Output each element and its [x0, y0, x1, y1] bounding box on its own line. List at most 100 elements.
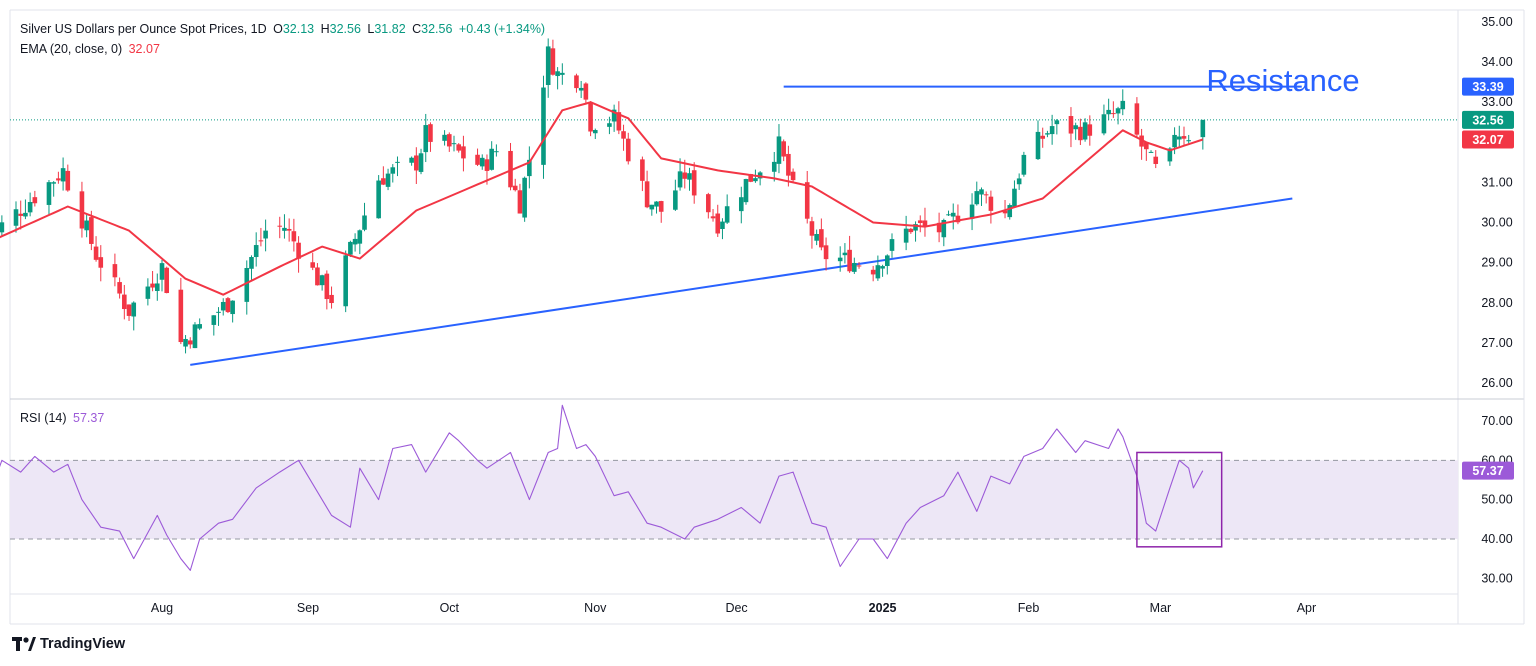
candle	[159, 259, 165, 292]
candle-body	[18, 213, 24, 216]
candle	[592, 128, 598, 140]
candle-body	[592, 130, 598, 134]
candle	[870, 265, 876, 282]
candle	[475, 148, 480, 167]
time-tick-label: Aug	[151, 601, 173, 615]
candle-body	[743, 179, 749, 203]
candle	[296, 236, 301, 273]
candle-body	[771, 161, 777, 172]
candle-body	[1002, 210, 1008, 214]
candle	[89, 210, 94, 251]
candle-body	[282, 227, 287, 231]
candle-body	[550, 48, 556, 75]
candle	[687, 167, 692, 191]
candle-body	[1144, 142, 1149, 150]
candle-body	[178, 289, 184, 343]
candle-body	[225, 298, 231, 313]
rsi-legend[interactable]: RSI (14) 57.37	[20, 411, 107, 425]
candle	[720, 218, 725, 240]
candle-body	[616, 112, 622, 131]
candle	[555, 67, 560, 90]
candle-body	[974, 191, 980, 205]
candle	[277, 216, 283, 239]
candle	[409, 156, 414, 166]
ema-legend[interactable]: EMA (20, close, 0) 32.07	[20, 42, 163, 56]
candle	[489, 141, 494, 171]
price-badge-text: 33.39	[1472, 80, 1503, 94]
candle-body	[837, 257, 843, 262]
candle-body	[522, 177, 527, 218]
candle-body	[310, 262, 316, 268]
candle-body	[362, 215, 367, 230]
candle	[706, 192, 711, 219]
candle	[93, 236, 99, 262]
candle-body	[710, 216, 716, 219]
candle	[1002, 200, 1008, 219]
candle-body	[625, 138, 631, 162]
candle-body	[1040, 135, 1046, 139]
candle	[950, 203, 956, 230]
candle	[917, 215, 923, 233]
candle	[249, 255, 254, 282]
candle	[738, 186, 744, 224]
candle-body	[1176, 136, 1182, 140]
candle-body	[983, 194, 989, 196]
candle	[442, 130, 447, 146]
candle-body	[461, 146, 466, 159]
candle-body	[1087, 124, 1093, 136]
candle-body	[823, 245, 829, 260]
candle-body	[527, 159, 532, 177]
candle	[1082, 118, 1088, 142]
rsi-highlight-box	[1136, 451, 1223, 548]
candle-layer	[0, 38, 1206, 354]
candle-body	[1068, 116, 1074, 134]
open-value: 32.13	[282, 22, 315, 36]
candle-body	[414, 155, 419, 171]
candle	[522, 176, 527, 222]
candle	[946, 210, 951, 216]
candle	[908, 227, 914, 234]
candle-body	[512, 185, 518, 191]
candle	[743, 178, 749, 205]
time-tick-label: Sep	[297, 601, 319, 615]
candle-body	[56, 178, 61, 181]
candle	[187, 337, 193, 349]
candle	[508, 142, 513, 191]
candle-body	[216, 311, 221, 313]
time-tick-label: Dec	[725, 601, 747, 615]
candle-body	[809, 221, 815, 236]
candle-body	[451, 143, 457, 145]
candle-body	[159, 263, 165, 280]
candle-body	[258, 240, 264, 242]
candle-body	[870, 269, 876, 275]
candle	[117, 277, 122, 299]
candle	[936, 212, 942, 243]
candle-body	[489, 148, 494, 170]
candle-body	[842, 252, 848, 256]
candle	[1007, 203, 1013, 220]
rsi-tick-label: 40.00	[1481, 532, 1512, 546]
candle	[771, 151, 777, 182]
candle-body	[192, 324, 198, 349]
change-value: +0.43 (+1.34%)	[458, 22, 546, 36]
candle	[578, 80, 584, 99]
candle-body	[574, 75, 579, 89]
candle	[974, 181, 980, 206]
candle-body	[253, 245, 259, 258]
candle-body	[673, 190, 678, 210]
candle-body	[423, 125, 429, 153]
candle-body	[230, 300, 235, 315]
candle-body	[941, 220, 947, 238]
candle	[446, 132, 452, 152]
tradingview-brand[interactable]: TradingView	[12, 636, 125, 652]
price-tick-label: 26.00	[1481, 376, 1512, 390]
candle-body	[781, 141, 786, 157]
candle	[969, 193, 975, 231]
candle	[979, 187, 984, 206]
price-badge-bg	[1462, 77, 1514, 96]
rsi-label: RSI (14)	[20, 411, 67, 425]
candle	[607, 116, 612, 135]
candle-body	[1181, 136, 1187, 139]
candle-body	[621, 131, 626, 139]
